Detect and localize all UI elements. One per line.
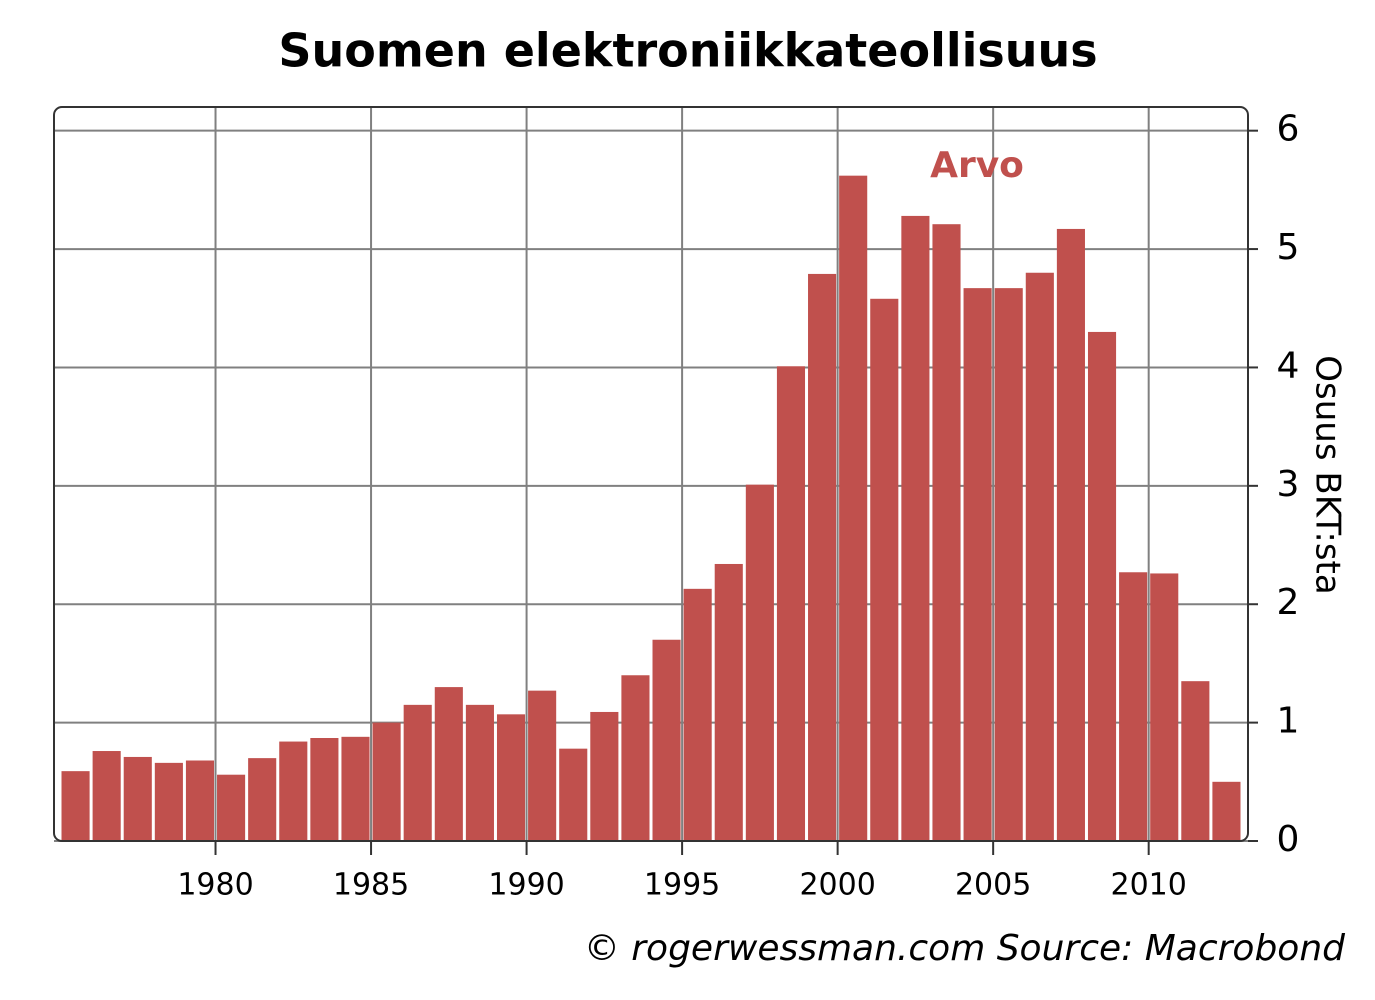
bar (92, 751, 121, 841)
bar (745, 484, 774, 841)
bar (870, 298, 899, 841)
bar (1087, 331, 1117, 841)
y-axis-label: Osuus BKT:sta (1308, 355, 1348, 594)
bar (279, 741, 308, 841)
bar (932, 224, 961, 841)
bar (1212, 781, 1241, 841)
bar (1150, 573, 1179, 841)
bar (154, 762, 183, 841)
bar (372, 722, 401, 841)
bar (496, 714, 526, 841)
bar (1025, 272, 1054, 841)
bar (963, 288, 992, 841)
bar (1181, 681, 1210, 841)
x-tick-label: 2000 (799, 868, 875, 903)
y-tick-label: 4 (1277, 345, 1300, 386)
x-tick-label: 1985 (333, 868, 409, 903)
x-tick-label: 1990 (488, 868, 564, 903)
y-tick-label: 2 (1277, 582, 1300, 623)
bar (652, 639, 681, 841)
bar (590, 711, 619, 841)
bar (1119, 572, 1148, 841)
bar (310, 738, 339, 841)
y-tick-label: 5 (1277, 227, 1300, 268)
bar (994, 288, 1023, 841)
chart-title: Suomen elektroniikkateollisuus (278, 24, 1097, 78)
y-tick-label: 3 (1277, 464, 1300, 505)
x-tick-label: 1995 (644, 868, 720, 903)
bar (217, 774, 246, 841)
plot-frame (53, 106, 1249, 842)
bar (1056, 228, 1085, 841)
bar (185, 760, 215, 841)
y-tick-label: 0 (1277, 819, 1300, 860)
bar (808, 273, 837, 842)
x-tick-label: 2005 (955, 868, 1031, 903)
bar (434, 687, 463, 841)
bar (901, 215, 930, 841)
bar (528, 690, 557, 841)
x-tick-label: 1980 (177, 868, 253, 903)
bar (61, 771, 90, 841)
bar (559, 748, 588, 841)
y-tick-label: 6 (1277, 109, 1300, 150)
footer: © rogerwessman.com Source: Macrobond (584, 928, 1346, 969)
bar (839, 175, 868, 841)
bar (341, 736, 370, 841)
x-tick-label: 2010 (1111, 868, 1187, 903)
y-tick-label: 1 (1277, 701, 1300, 742)
bar (776, 366, 806, 841)
bar (248, 758, 277, 841)
bar (714, 563, 743, 841)
bar (683, 588, 712, 841)
legend-label: Arvo (930, 145, 1024, 186)
bar (465, 704, 494, 841)
bar (621, 675, 650, 841)
bar (123, 756, 152, 841)
bar (403, 704, 432, 841)
